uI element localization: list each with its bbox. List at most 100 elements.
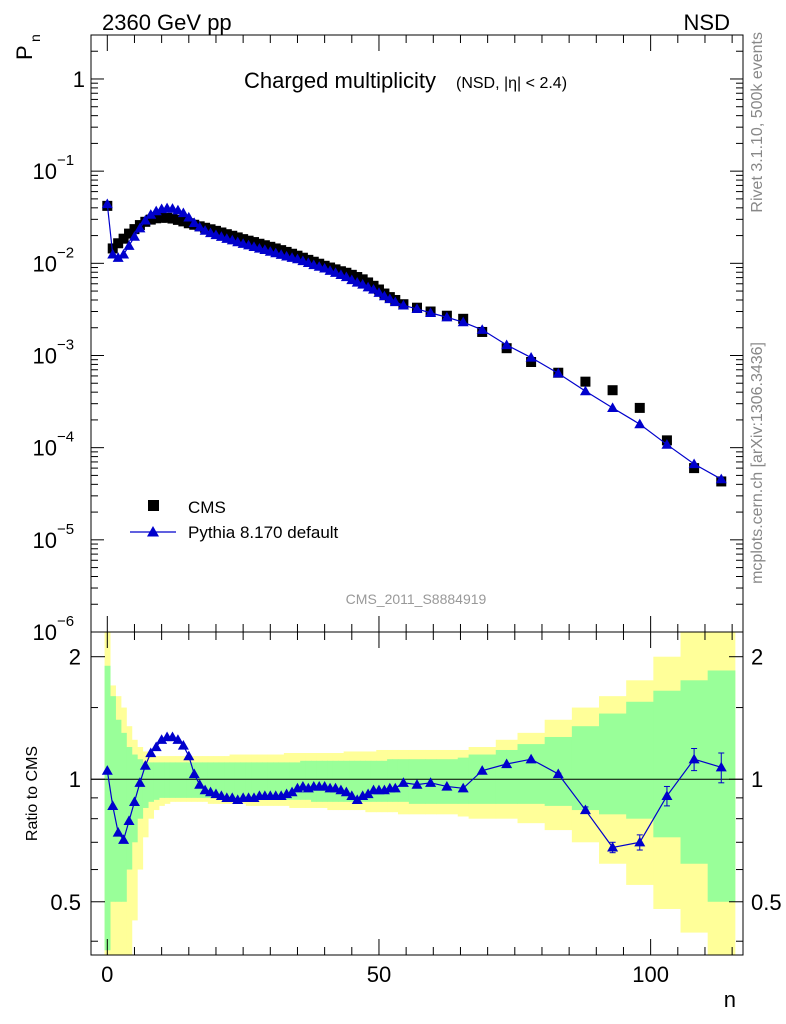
pythia-ratio-point [389, 782, 401, 793]
uncertainty-band-inner [120, 732, 127, 902]
uncertainty-band-inner [202, 762, 209, 798]
pythia-ratio-point [661, 790, 673, 801]
uncertainty-band-inner [158, 762, 165, 798]
pythia-data-point [457, 316, 469, 327]
cms-data-point [607, 385, 618, 396]
main-y-tick-label: 10 [33, 251, 57, 276]
pythia-ratio-point [194, 779, 206, 789]
uncertainty-band-inner [354, 760, 361, 802]
main-y-axis-label-subscript: n [27, 34, 43, 42]
cms-data-point [178, 216, 189, 227]
uncertainty-band-inner [164, 762, 171, 798]
pythia-ratio-point [525, 753, 537, 764]
pythia-data-point [368, 283, 380, 294]
ratio-y-tick-label: 1 [69, 767, 81, 792]
cms-data-point [172, 214, 183, 225]
pythia-ratio-point [156, 734, 168, 744]
pythia-data-point [123, 240, 135, 250]
uncertainty-band-inner [126, 747, 133, 870]
uncertainty-band-inner [262, 762, 269, 800]
pythia-ratio-point [715, 761, 727, 772]
pythia-ratio-point [118, 834, 130, 844]
uncertainty-band-inner [517, 744, 546, 804]
cms-data-point [634, 402, 645, 413]
pythia-data-point [373, 287, 385, 297]
ratio-y-tick-label: 0.5 [50, 890, 81, 915]
uncertainty-band-inner [294, 762, 301, 800]
cms-data-point [118, 233, 129, 244]
main-y-tick-label: 10 [33, 528, 57, 553]
pythia-ratio-point [188, 768, 200, 779]
uncertainty-band-inner [365, 760, 372, 802]
pythia-ratio-point [101, 765, 113, 775]
main-y-tick-label: 10 [33, 343, 57, 368]
pythia-data-point [134, 222, 146, 233]
uncertainty-band-inner [316, 760, 323, 802]
uncertainty-band-inner [327, 760, 334, 802]
pythia-ratio-point [351, 794, 363, 804]
pythia-ratio-point [607, 841, 619, 852]
main-y-axis-label: P [12, 45, 37, 60]
uncertainty-band-inner [332, 760, 339, 802]
pythia-ratio-point [579, 804, 591, 815]
pythia-data-point [389, 296, 401, 307]
analysis-watermark: CMS_2011_S8884919 [346, 591, 487, 607]
header-left-label: 2360 GeV pp [102, 10, 232, 35]
pythia-ratio-point [112, 826, 124, 837]
uncertainty-band-inner [289, 762, 296, 800]
legend-cms-label: CMS [188, 498, 226, 517]
main-y-tick-exponent: −1 [57, 152, 74, 169]
ratio-panel: 0 50 100 n 0.5 0.5 1 1 2 2 Ratio to CMS [24, 631, 782, 1012]
pythia-data-point [194, 221, 206, 232]
pythia-data-point [188, 217, 200, 227]
cms-data-point [107, 243, 118, 254]
main-y-tick-label: 1 [73, 67, 85, 92]
pythia-data-point [128, 231, 140, 241]
pythia-ratio-point [183, 750, 195, 761]
uncertainty-band-inner [224, 762, 231, 798]
pythia-ratio-point [411, 779, 423, 789]
pythia-ratio-point [552, 768, 564, 779]
pythia-ratio-point [425, 777, 437, 787]
pythia-data-point [501, 339, 513, 350]
pythia-data-point [340, 271, 352, 282]
cms-data-point [151, 213, 162, 224]
pythia-data-point [579, 385, 591, 396]
uncertainty-band-inner [283, 762, 290, 800]
uncertainty-band-inner [571, 726, 600, 811]
header-right-label: NSD [684, 10, 730, 35]
uncertainty-band-inner [381, 760, 388, 802]
uncertainty-band-inner [169, 762, 176, 798]
uncertainty-band-inner [115, 719, 122, 902]
pythia-data-point [112, 252, 124, 262]
pythia-ratio-point [167, 731, 178, 742]
cms-data-point [162, 212, 173, 223]
pythia-ratio-point [172, 734, 184, 744]
pythia-ratio-point [340, 786, 352, 797]
uncertainty-band-inner [245, 762, 252, 798]
uncertainty-band-inner [175, 762, 182, 798]
pythia-data-point [397, 299, 409, 310]
uncertainty-band-inner [256, 762, 263, 800]
uncertainty-band-inner [392, 759, 399, 802]
main-y-tick-exponent: −2 [57, 244, 74, 261]
pythia-data-point [118, 248, 130, 259]
pythia-ratio-point [688, 753, 700, 764]
uncertainty-band-inner [229, 762, 236, 798]
x-axis-label: n [724, 987, 736, 1012]
uncertainty-band-inner [267, 762, 274, 800]
ratio-y-tick-label-right: 2 [751, 645, 763, 670]
ratio-y-axis-label: Ratio to CMS [24, 746, 41, 841]
uncertainty-band-inner [137, 759, 144, 819]
uncertainty-band-inner [626, 701, 654, 819]
pythia-data-point [607, 402, 619, 413]
uncertainty-band-inner [110, 696, 116, 902]
legend-cms-marker [148, 500, 159, 511]
pythia-data-point [525, 352, 537, 362]
uncertainty-band-inner [311, 760, 317, 802]
uncertainty-band-inner [180, 762, 187, 798]
uncertainty-band-inner [207, 762, 214, 798]
uncertainty-band-inner [653, 690, 682, 838]
uncertainty-band-inner [305, 760, 312, 800]
cms-data-point [124, 228, 135, 239]
